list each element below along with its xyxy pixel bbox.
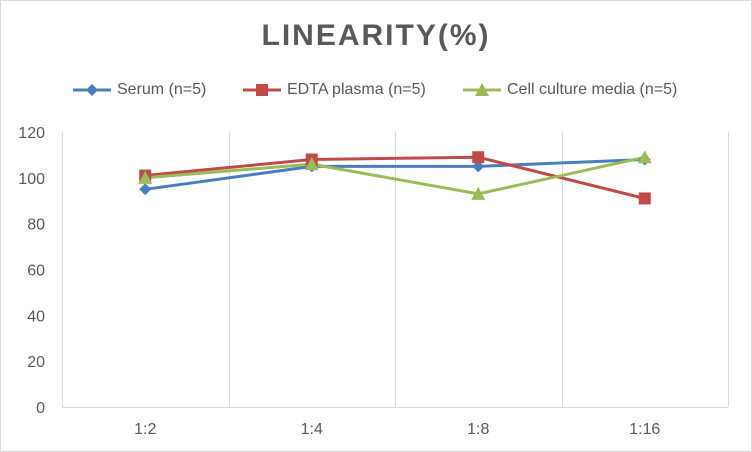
data-point xyxy=(472,160,485,173)
data-point xyxy=(472,151,485,164)
legend: Serum (n=5) EDTA plasma (n=5) Cell cultu… xyxy=(1,79,751,103)
legend-label-edta-plasma: EDTA plasma (n=5) xyxy=(287,81,426,98)
legend-marker-edta-plasma xyxy=(243,84,281,96)
data-point xyxy=(138,170,153,184)
chart-title: LINEARITY(%) xyxy=(261,19,491,52)
legend-marker-serum xyxy=(73,84,111,96)
legend-marker-cell-culture-media xyxy=(463,83,501,96)
y-tick-label: 100 xyxy=(18,171,45,188)
legend-label-serum: Serum (n=5) xyxy=(117,81,207,98)
series-line xyxy=(145,155,646,200)
data-point xyxy=(471,186,486,200)
x-tick-label: 1:4 xyxy=(301,421,323,438)
x-tick-label: 1:8 xyxy=(467,421,489,438)
series-line xyxy=(145,158,645,191)
y-tick-label: 20 xyxy=(27,354,45,371)
y-tick-label: 40 xyxy=(27,308,45,325)
data-point xyxy=(637,150,652,164)
y-tick-label: 80 xyxy=(27,217,45,234)
legend-label-cell-culture-media: Cell culture media (n=5) xyxy=(507,81,678,98)
y-tick-label: 60 xyxy=(27,263,45,280)
x-tick-label: 1:16 xyxy=(629,421,660,438)
data-point xyxy=(139,183,152,196)
data-point xyxy=(638,192,651,205)
y-tick-label: 120 xyxy=(18,125,45,142)
y-tick-label: 0 xyxy=(36,400,45,417)
data-point xyxy=(304,157,319,171)
x-tick-label: 1:2 xyxy=(134,421,156,438)
series-line xyxy=(145,155,646,196)
